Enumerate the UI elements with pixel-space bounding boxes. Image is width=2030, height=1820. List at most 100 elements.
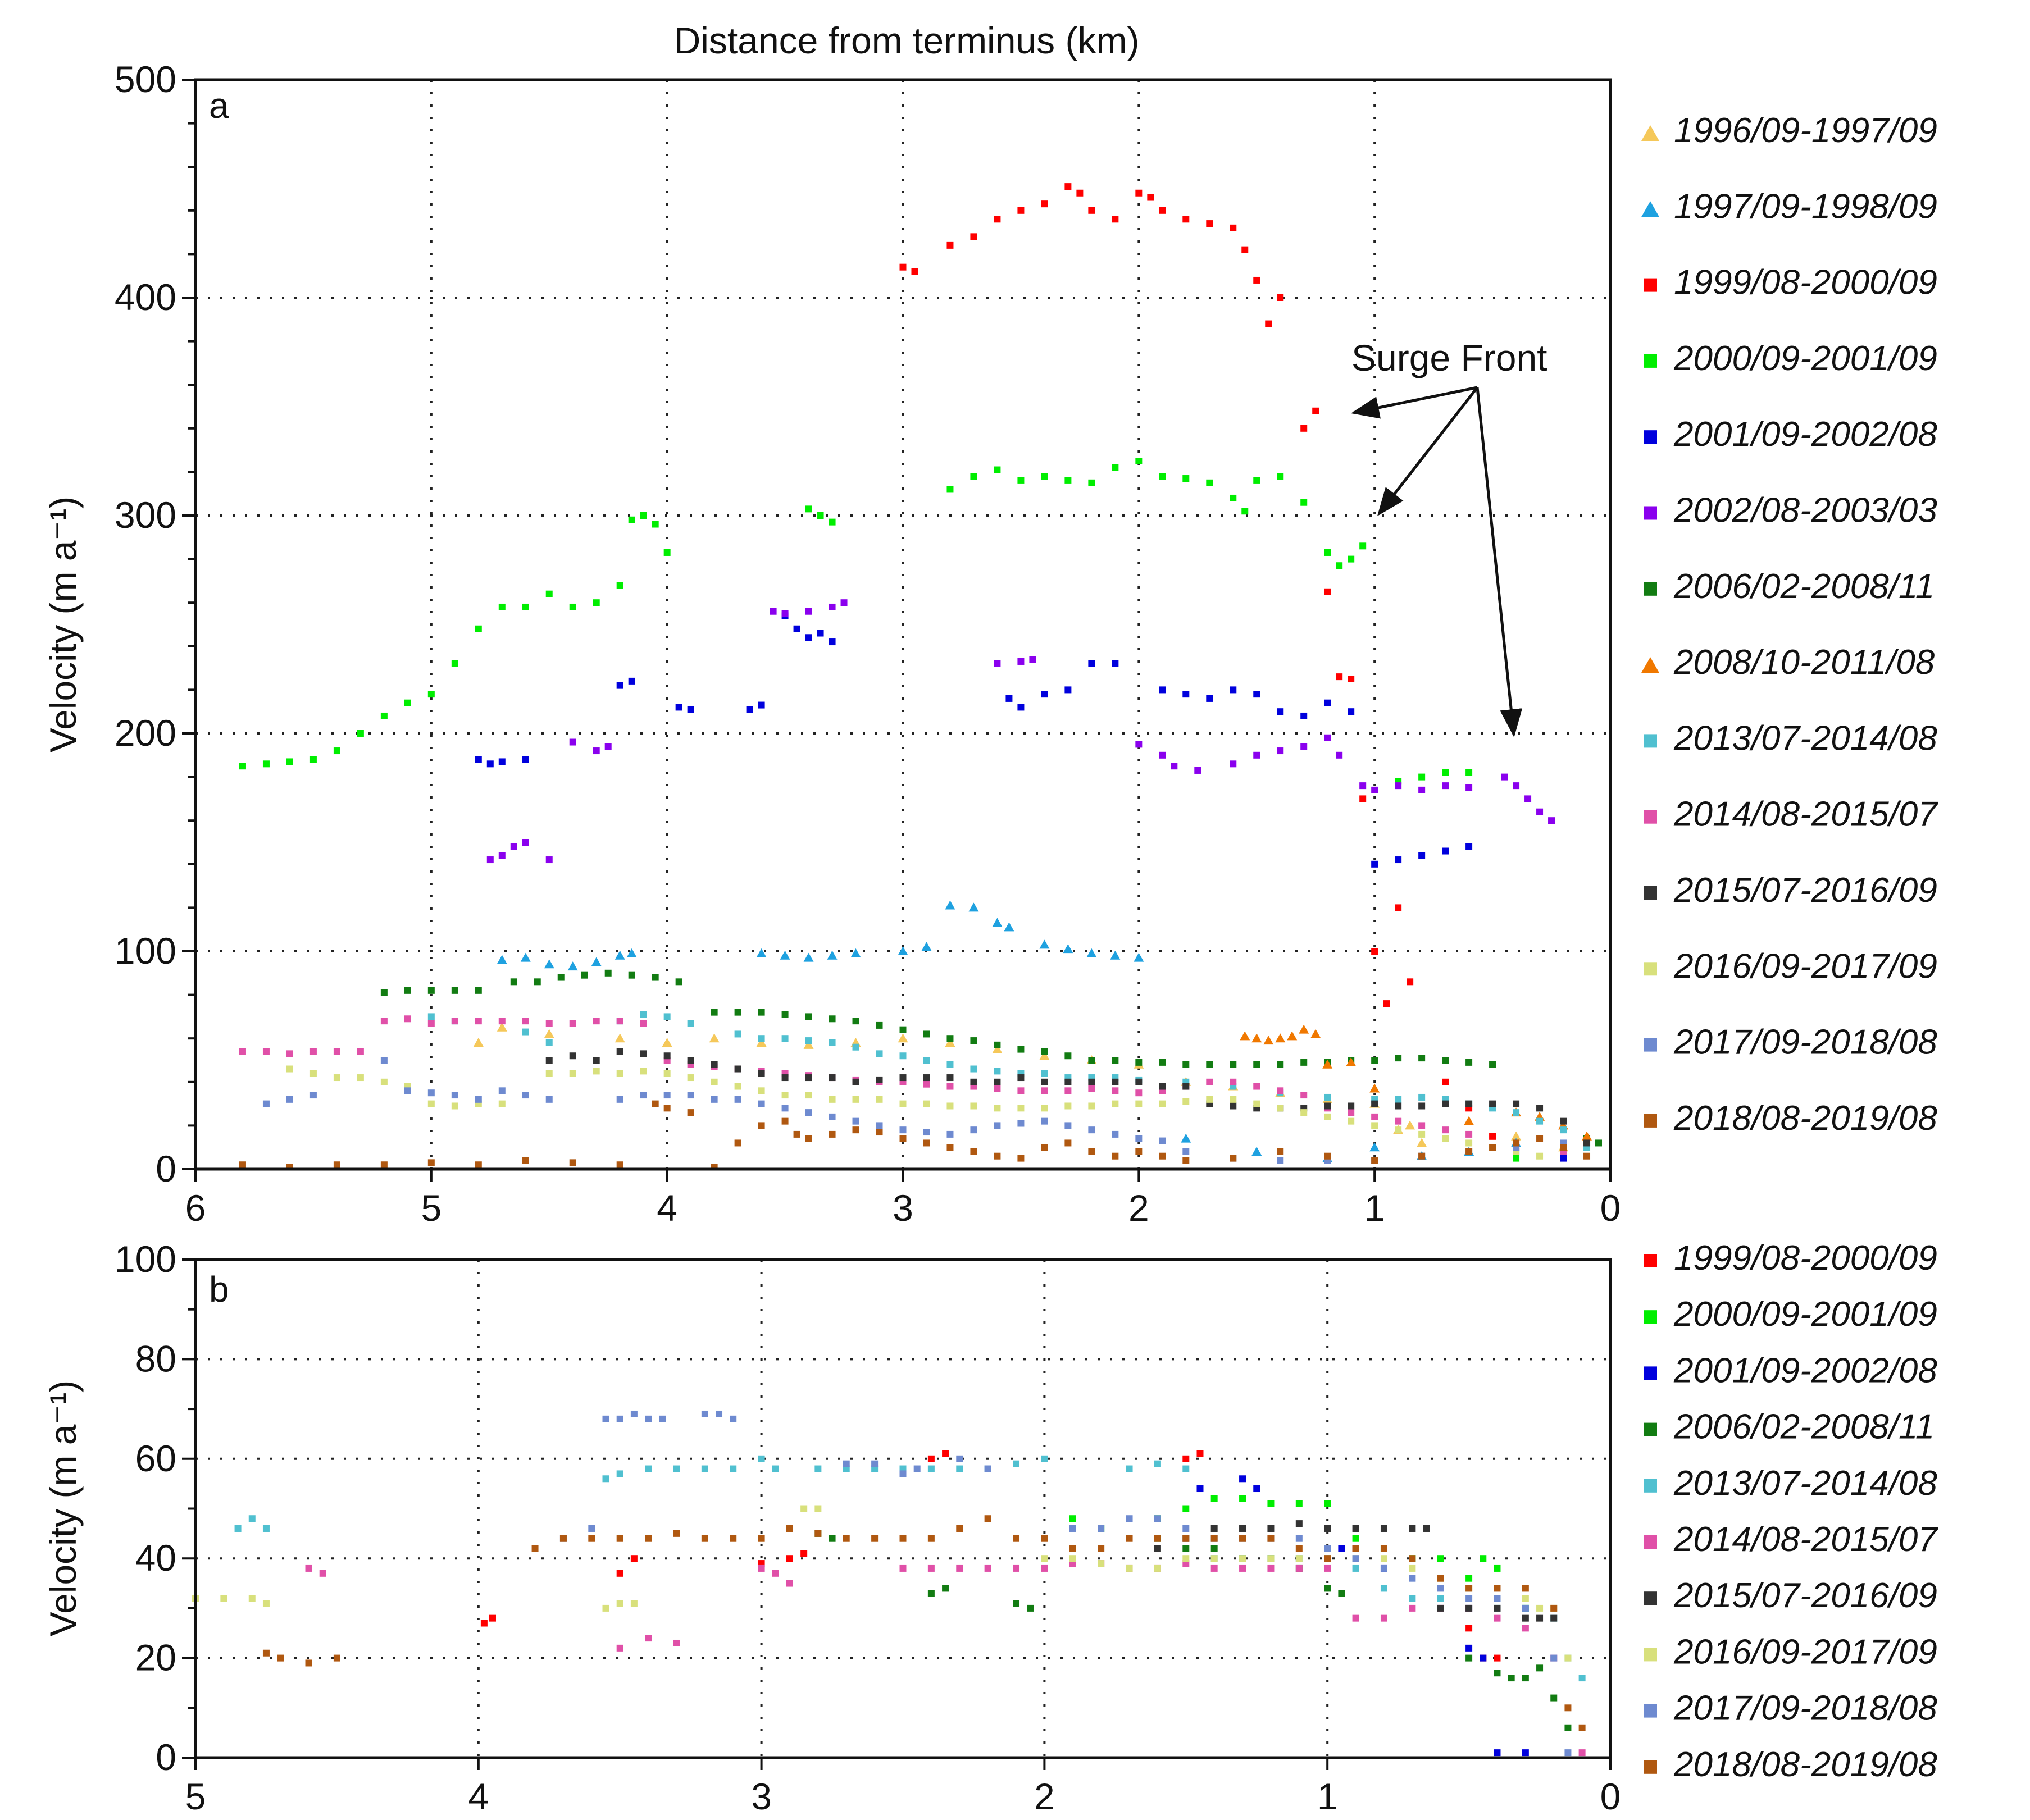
- data-point: [758, 1070, 765, 1077]
- data-point: [1135, 1059, 1143, 1066]
- data-point: [497, 1022, 507, 1032]
- data-point: [498, 1018, 506, 1025]
- data-point: [781, 1074, 789, 1082]
- data-point: [652, 521, 659, 528]
- data-point: [1206, 1061, 1213, 1068]
- data-point: [1182, 475, 1190, 482]
- data-point: [645, 1635, 652, 1642]
- data-point: [1287, 1031, 1298, 1041]
- data-point: [734, 1096, 741, 1103]
- data-point: [1041, 200, 1048, 208]
- data-point: [968, 902, 979, 912]
- data-point: [1159, 1100, 1166, 1107]
- legend-item-2013-07-2014-08: 2013/07-2014/08: [1644, 1464, 1937, 1503]
- data-point: [615, 1033, 625, 1043]
- data-point: [1263, 1036, 1274, 1045]
- legend-item-2006-02-2008-11: 2006/02-2008/11: [1644, 567, 1935, 606]
- data-point: [1522, 1585, 1529, 1592]
- data-point: [663, 1013, 671, 1020]
- data-point: [1112, 1152, 1119, 1160]
- legend-item-2013-07-2014-08: 2013/07-2014/08: [1644, 719, 1937, 758]
- data-point: [946, 1035, 954, 1042]
- data-point: [1277, 294, 1284, 301]
- legend-item-2018-08-2019-08: 2018/08-2019/08: [1644, 1099, 1937, 1138]
- data-point: [805, 1109, 812, 1116]
- data-point: [1324, 549, 1331, 556]
- data-point: [1064, 1122, 1072, 1129]
- data-point: [758, 1100, 765, 1107]
- data-point: [1005, 695, 1013, 702]
- data-point: [927, 1455, 935, 1462]
- data-point: [1295, 1500, 1303, 1507]
- data-point: [734, 1083, 741, 1090]
- data-point: [1088, 1078, 1095, 1085]
- data-point: [593, 1057, 600, 1064]
- data-point: [1041, 1117, 1048, 1125]
- legend-item-2001-09-2002-08: 2001/09-2002/08: [1644, 1351, 1937, 1390]
- data-point: [1041, 1078, 1048, 1085]
- series-2017-09-2018-08: [559, 1410, 1572, 1757]
- data-point: [262, 1525, 270, 1532]
- data-point: [380, 1057, 388, 1064]
- data-point: [1465, 784, 1473, 791]
- data-point: [1182, 1455, 1190, 1462]
- y-tick-label: 20: [135, 1637, 176, 1678]
- data-point: [1135, 1078, 1143, 1085]
- data-point: [1524, 795, 1532, 802]
- data-point: [994, 1068, 1001, 1075]
- data-point: [899, 1026, 907, 1033]
- x-tick-label: 3: [893, 1187, 913, 1229]
- data-point: [1277, 1087, 1284, 1094]
- data-point: [1135, 741, 1143, 748]
- panel-a-grid: [195, 80, 1610, 1169]
- series-2014-08-2015-07: [305, 1560, 1586, 1757]
- data-point: [1159, 473, 1166, 480]
- data-point: [1134, 952, 1144, 962]
- data-point: [984, 1465, 991, 1472]
- x-tick-label: 6: [185, 1187, 206, 1229]
- data-point: [1013, 1600, 1020, 1607]
- data-point: [1230, 494, 1237, 501]
- data-point: [1126, 1535, 1133, 1542]
- data-point: [1324, 1093, 1331, 1101]
- data-point: [994, 216, 1001, 223]
- data-point: [994, 1152, 1001, 1160]
- data-point: [1418, 773, 1426, 781]
- data-point: [946, 1083, 954, 1090]
- data-point: [1300, 499, 1308, 506]
- data-point: [1395, 856, 1402, 864]
- data-point: [427, 1159, 435, 1166]
- data-point: [1135, 458, 1143, 464]
- data-point: [946, 1130, 954, 1138]
- data-point: [829, 518, 836, 526]
- data-point: [803, 1039, 814, 1049]
- data-point: [569, 1070, 576, 1077]
- legend-marker: [1641, 201, 1659, 217]
- legend-label: 2002/08-2003/03: [1673, 491, 1937, 530]
- legend-marker: [1644, 1310, 1657, 1324]
- y-tick-label: 400: [115, 276, 176, 318]
- data-point: [1112, 464, 1119, 471]
- data-point: [1522, 1675, 1529, 1682]
- data-point: [814, 1465, 822, 1472]
- data-point: [1346, 1057, 1357, 1066]
- data-point: [994, 1078, 1001, 1085]
- data-point: [309, 1048, 317, 1055]
- data-point: [626, 948, 637, 957]
- legend-label: 2006/02-2008/11: [1673, 567, 1935, 606]
- data-point: [604, 969, 612, 977]
- data-point: [1407, 978, 1414, 986]
- data-point: [758, 1455, 765, 1462]
- data-point: [711, 1096, 718, 1103]
- data-point: [1418, 1093, 1426, 1101]
- data-point: [1560, 1144, 1567, 1151]
- data-point: [1437, 1585, 1444, 1592]
- data-point: [984, 1515, 991, 1522]
- data-point: [701, 1410, 708, 1417]
- data-point: [1465, 769, 1473, 776]
- data-point: [746, 706, 753, 713]
- data-point: [1041, 473, 1048, 480]
- data-point: [673, 1530, 680, 1537]
